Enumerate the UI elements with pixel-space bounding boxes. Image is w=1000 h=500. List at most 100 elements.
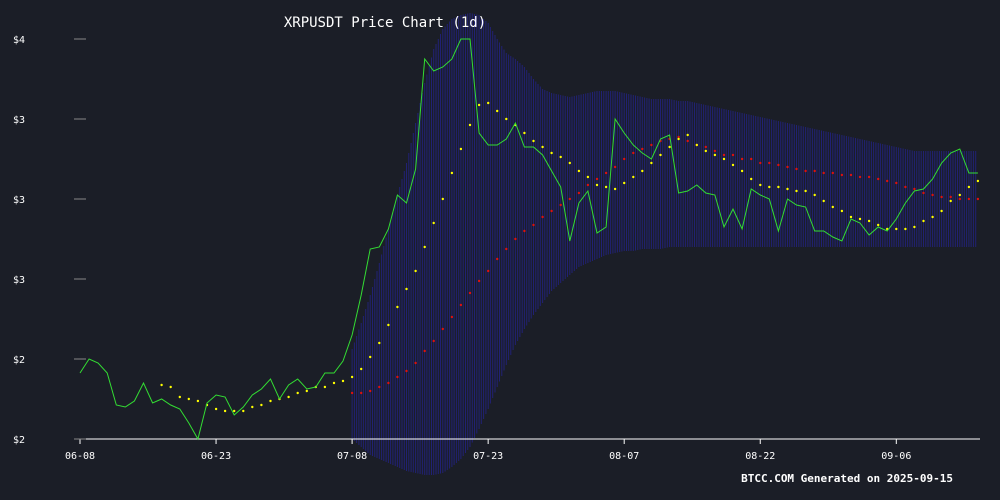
short-ma-point	[223, 409, 227, 413]
short-ma-point	[242, 409, 245, 413]
long-ma-point	[632, 151, 635, 155]
long-ma-point	[886, 179, 889, 183]
long-ma-point	[396, 375, 399, 379]
long-ma-point	[568, 197, 571, 201]
long-ma-point	[813, 169, 816, 173]
x-tick-label: 08-07	[609, 451, 639, 462]
short-ma-point	[641, 169, 644, 173]
short-ma-point	[867, 219, 871, 223]
long-ma-point	[940, 195, 943, 199]
short-ma-point	[877, 223, 880, 227]
short-ma-point	[214, 407, 218, 411]
short-ma-point	[722, 157, 726, 161]
x-tick-label: 09-06	[881, 451, 911, 462]
long-ma-point	[604, 171, 608, 175]
long-ma-point	[822, 171, 825, 175]
y-tick-label: $3	[13, 115, 25, 126]
short-ma-point	[686, 133, 689, 137]
long-ma-point	[795, 167, 798, 171]
short-ma-point	[931, 215, 934, 219]
volatility-band	[351, 13, 977, 475]
x-tick-label: 07-23	[473, 451, 503, 462]
y-tick-label: $2	[13, 355, 25, 366]
long-ma-point	[958, 197, 961, 201]
short-ma-point	[976, 179, 980, 183]
short-ma-point	[895, 227, 898, 231]
short-ma-point	[332, 381, 336, 385]
short-ma-point	[958, 193, 961, 197]
short-ma-point	[178, 395, 181, 399]
short-ma-point	[668, 145, 671, 149]
short-ma-point	[858, 217, 862, 221]
long-ma-point	[450, 315, 454, 319]
long-ma-point	[414, 361, 417, 365]
short-ma-point	[441, 197, 444, 201]
short-ma-point	[813, 193, 816, 197]
short-ma-point	[777, 185, 780, 189]
short-ma-point	[496, 109, 499, 113]
short-ma-point	[350, 375, 354, 379]
short-ma-point	[632, 175, 635, 179]
short-ma-point	[487, 101, 490, 105]
short-ma-point	[269, 399, 272, 403]
long-ma-point	[677, 135, 680, 139]
short-ma-point	[532, 139, 535, 143]
long-ma-point	[350, 391, 354, 395]
short-ma-point	[659, 153, 662, 157]
long-ma-point	[831, 171, 834, 175]
short-ma-point	[305, 389, 308, 393]
long-ma-point	[786, 165, 789, 169]
short-ma-point	[949, 199, 952, 203]
y-tick-label: $3	[13, 275, 25, 286]
short-ma-point	[378, 341, 381, 345]
long-ma-point	[514, 237, 517, 241]
long-ma-point	[867, 175, 871, 179]
long-ma-point	[577, 191, 581, 195]
short-ma-point	[750, 177, 753, 181]
short-ma-point	[677, 137, 680, 141]
long-ma-point	[895, 181, 898, 185]
long-ma-point	[804, 169, 807, 173]
long-ma-point	[777, 163, 780, 167]
short-ma-point	[740, 169, 744, 173]
short-ma-point	[559, 155, 562, 159]
short-ma-point	[477, 103, 481, 107]
long-ma-point	[369, 389, 372, 393]
long-ma-point	[468, 291, 472, 295]
long-ma-point	[477, 279, 481, 283]
long-ma-point	[840, 173, 844, 177]
short-ma-point	[595, 183, 599, 187]
short-ma-point	[550, 151, 553, 155]
short-ma-point	[459, 147, 463, 151]
short-ma-point	[432, 221, 435, 225]
short-ma-point	[323, 385, 327, 389]
short-ma-point	[251, 405, 254, 409]
short-ma-point	[650, 161, 653, 165]
short-ma-point	[296, 391, 299, 395]
x-ticks: 06-08 06-23 07-08 07-23 08-07 08-22 09-06	[65, 439, 911, 462]
long-ma-point	[949, 195, 952, 199]
short-ma-point	[768, 185, 771, 189]
short-ma-point	[577, 169, 581, 173]
price-line	[79, 38, 978, 441]
x-tick-label: 06-23	[201, 451, 231, 462]
short-ma-point	[759, 183, 762, 187]
long-ma-point	[496, 257, 499, 261]
long-ma-point	[550, 209, 553, 213]
x-tick-label: 08-22	[745, 451, 775, 462]
long-ma-point	[423, 349, 426, 353]
short-ma-point	[260, 403, 263, 407]
long-ma-point	[378, 385, 381, 389]
long-ma-point	[532, 223, 535, 227]
short-ma-point	[341, 379, 345, 383]
long-ma-point	[704, 145, 707, 149]
long-ma-point	[904, 185, 907, 189]
long-ma-point	[613, 165, 617, 169]
long-ma-point	[759, 161, 762, 165]
y-tick-label: $3	[13, 195, 25, 206]
y-tick-label: $4	[13, 35, 25, 46]
short-ma-point	[922, 219, 925, 223]
short-ma-point	[287, 395, 290, 399]
long-ma-point	[650, 143, 653, 147]
